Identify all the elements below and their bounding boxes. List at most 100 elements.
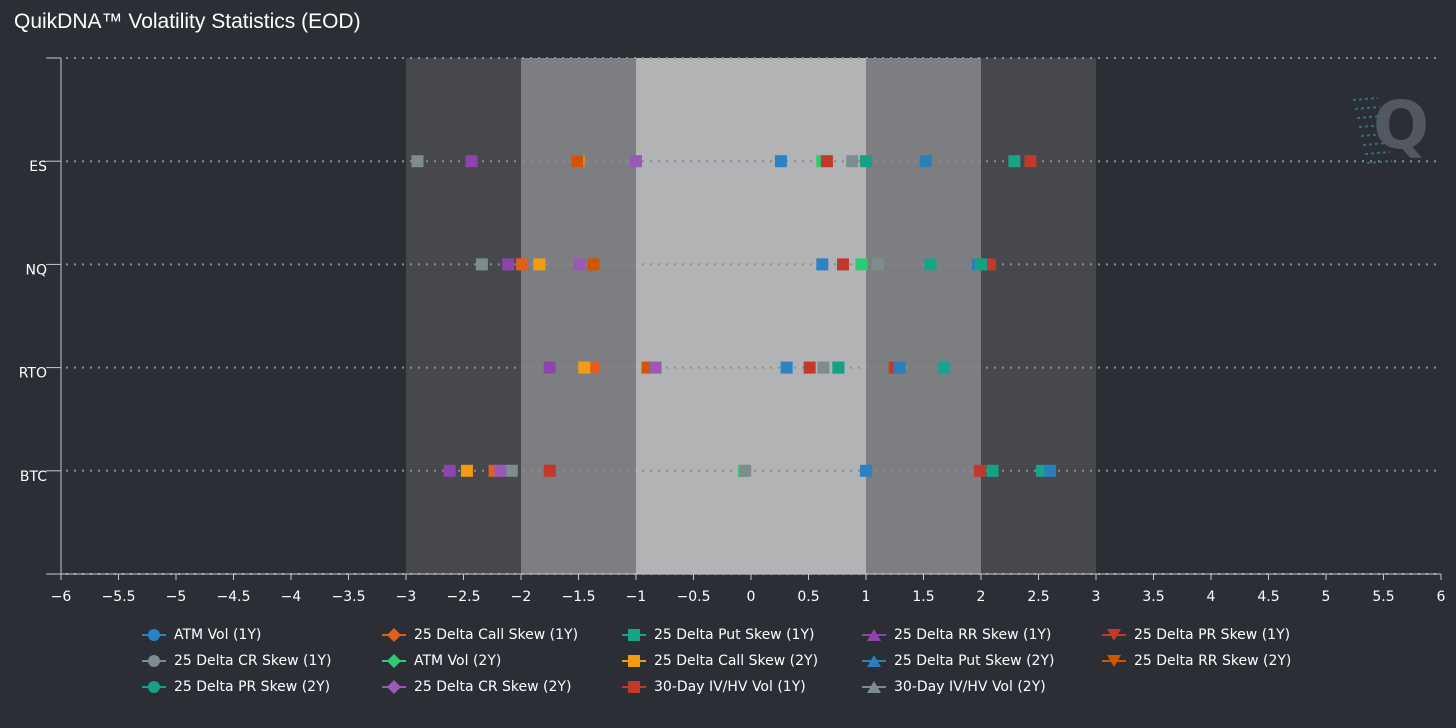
legend-item[interactable]: 25 Delta Put Skew (1Y) <box>622 624 862 646</box>
triangle-marker-icon <box>862 655 886 667</box>
x-tick-label: 3 <box>1092 589 1101 605</box>
data-point <box>543 464 556 477</box>
volatility-chart: −6 −5.5 −5 −4.5 −4 −3.5 −3 −2.5 −2 −1.5 −1 −0.5 0 0.5… <box>19 57 1446 605</box>
legend-label: 30-Day IV/HV Vol (1Y) <box>654 679 806 695</box>
legend-label: ATM Vol (2Y) <box>414 653 502 669</box>
data-point <box>587 258 600 271</box>
x-tick-label: −5.5 <box>102 589 136 605</box>
x-tick-label: −5 <box>166 589 187 605</box>
logo-stripe-icon <box>1356 115 1383 119</box>
data-point <box>460 464 473 477</box>
chart-legend: ATM Vol (1Y) 25 Delta Call Skew (1Y) 25 De… <box>142 624 1382 698</box>
data-point <box>587 361 600 374</box>
data-point <box>938 361 951 374</box>
legend-label: 30-Day IV/HV Vol (2Y) <box>894 679 1046 695</box>
data-point <box>494 464 507 477</box>
data-point <box>803 361 816 374</box>
x-tick-label: −6 <box>51 589 72 605</box>
data-point <box>1044 464 1056 477</box>
logo-stripe-icon <box>1366 160 1393 164</box>
logo-stripe-icon <box>1360 133 1387 137</box>
x-tick-label: 1.5 <box>912 589 934 605</box>
data-point <box>1024 155 1037 168</box>
data-point <box>984 258 997 271</box>
category-label-nq: NQ <box>26 262 48 278</box>
legend-label: 25 Delta CR Skew (1Y) <box>174 653 332 669</box>
x-tick-label: −0.5 <box>677 589 711 605</box>
plot-band-inner <box>636 58 866 574</box>
circle-marker-icon <box>142 629 166 641</box>
logo-stripe-icon <box>1354 106 1381 110</box>
x-tick-label: −4.5 <box>217 589 251 605</box>
legend-label: 25 Delta Put Skew (2Y) <box>894 653 1055 669</box>
data-point <box>543 361 556 374</box>
legend-item[interactable]: ATM Vol (1Y) <box>142 624 382 646</box>
x-tick-label: 0 <box>747 589 756 605</box>
x-tick-label: 3.5 <box>1142 589 1164 605</box>
legend-item[interactable]: ATM Vol (2Y) <box>382 650 622 672</box>
legend-item[interactable]: 25 Delta Put Skew (2Y) <box>862 650 1102 672</box>
diamond-marker-icon <box>382 654 406 668</box>
data-point <box>571 155 584 168</box>
x-tick-label: 6 <box>1437 589 1446 605</box>
legend-item[interactable]: 25 Delta CR Skew (2Y) <box>382 676 622 698</box>
legend-item[interactable]: 25 Delta RR Skew (2Y) <box>1102 650 1342 672</box>
data-point <box>973 464 986 477</box>
category-label-es: ES <box>29 159 47 175</box>
legend-label: ATM Vol (1Y) <box>174 627 262 643</box>
triangle-down-marker-icon <box>1102 629 1126 641</box>
data-point <box>1008 155 1021 168</box>
data-point <box>817 361 830 374</box>
legend-label: 25 Delta CR Skew (2Y) <box>414 679 572 695</box>
legend-item[interactable]: 25 Delta Call Skew (1Y) <box>382 624 622 646</box>
data-point <box>924 258 937 271</box>
q-logo-icon: Q <box>1373 87 1429 164</box>
triangle-down-marker-icon <box>1102 655 1126 667</box>
category-label-btc: BTC <box>20 469 47 485</box>
x-tick-label: 5 <box>1322 589 1331 605</box>
data-point <box>533 258 546 271</box>
data-point <box>475 258 488 271</box>
circle-marker-icon <box>142 681 166 693</box>
data-point <box>443 464 456 477</box>
data-point <box>411 155 424 168</box>
legend-item[interactable]: 25 Delta CR Skew (1Y) <box>142 650 382 672</box>
data-point <box>502 258 515 271</box>
data-point <box>774 155 787 168</box>
x-tick-label: −2.5 <box>447 589 481 605</box>
x-tick-label: −3 <box>396 589 417 605</box>
data-point <box>578 361 591 374</box>
legend-item[interactable]: 30-Day IV/HV Vol (2Y) <box>862 676 1102 698</box>
data-point <box>846 155 859 168</box>
x-tick-label: −1 <box>626 589 647 605</box>
legend-item[interactable]: 30-Day IV/HV Vol (1Y) <box>622 676 862 698</box>
data-point <box>860 155 872 168</box>
x-tick-label: 4.5 <box>1257 589 1279 605</box>
legend-label: 25 Delta RR Skew (1Y) <box>894 627 1052 643</box>
legend-label: 25 Delta RR Skew (2Y) <box>1134 653 1292 669</box>
legend-item[interactable]: 25 Delta PR Skew (2Y) <box>142 676 382 698</box>
legend-label: 25 Delta PR Skew (2Y) <box>174 679 331 695</box>
data-point <box>516 258 529 271</box>
logo-stripe-icon <box>1364 151 1391 155</box>
logo-stripe-icon <box>1362 142 1389 146</box>
x-tick-label: −4 <box>281 589 302 605</box>
category-label-rto: RTO <box>19 366 47 382</box>
x-tick-label: −1.5 <box>562 589 596 605</box>
legend-item[interactable]: 25 Delta RR Skew (1Y) <box>862 624 1102 646</box>
x-tick-label: −2 <box>511 589 532 605</box>
legend-item[interactable]: 25 Delta Call Skew (2Y) <box>622 650 862 672</box>
data-point <box>630 155 642 168</box>
data-point <box>986 464 999 477</box>
x-tick-label: 2 <box>977 589 986 605</box>
diamond-marker-icon <box>382 680 406 694</box>
triangle-marker-icon <box>862 681 886 693</box>
data-point <box>505 464 518 477</box>
circle-marker-icon <box>142 655 166 667</box>
x-tick-label: 5.5 <box>1372 589 1394 605</box>
data-point <box>739 464 752 477</box>
data-point <box>816 258 829 271</box>
legend-item[interactable]: 25 Delta PR Skew (1Y) <box>1102 624 1342 646</box>
x-tick-label: −3.5 <box>332 589 366 605</box>
legend-label: 25 Delta Call Skew (2Y) <box>654 653 819 669</box>
